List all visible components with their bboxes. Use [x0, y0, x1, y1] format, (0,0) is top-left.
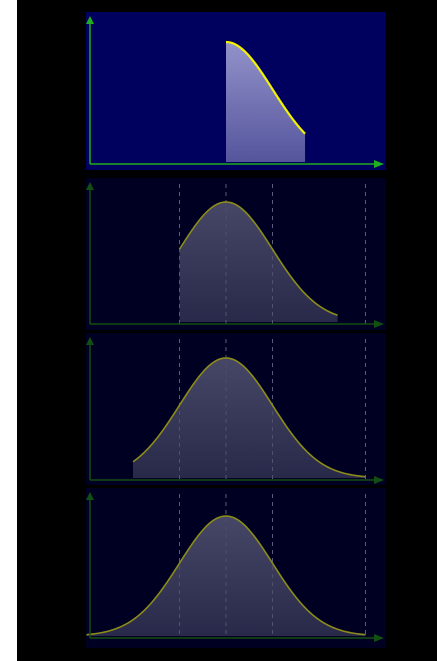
panel-1	[86, 12, 386, 170]
density-curve	[178, 201, 338, 317]
y-axis-arrow-icon	[86, 492, 94, 500]
density-area	[179, 202, 338, 322]
panel-4	[86, 488, 386, 648]
x-axis-arrow-icon	[374, 634, 384, 642]
density-curve	[132, 357, 366, 478]
panel-3	[86, 333, 386, 485]
left-margin-strip	[0, 0, 17, 661]
density-curve	[86, 515, 366, 636]
density-curve	[225, 40, 306, 135]
y-axis-arrow-icon	[86, 337, 94, 345]
density-area	[86, 516, 366, 636]
x-axis-arrow-icon	[374, 476, 384, 484]
y-axis-arrow-icon	[86, 16, 94, 24]
y-axis-arrow-icon	[86, 182, 94, 190]
density-area	[226, 42, 306, 162]
panel-2	[86, 178, 386, 330]
x-axis-arrow-icon	[374, 160, 384, 168]
x-axis-arrow-icon	[374, 320, 384, 328]
